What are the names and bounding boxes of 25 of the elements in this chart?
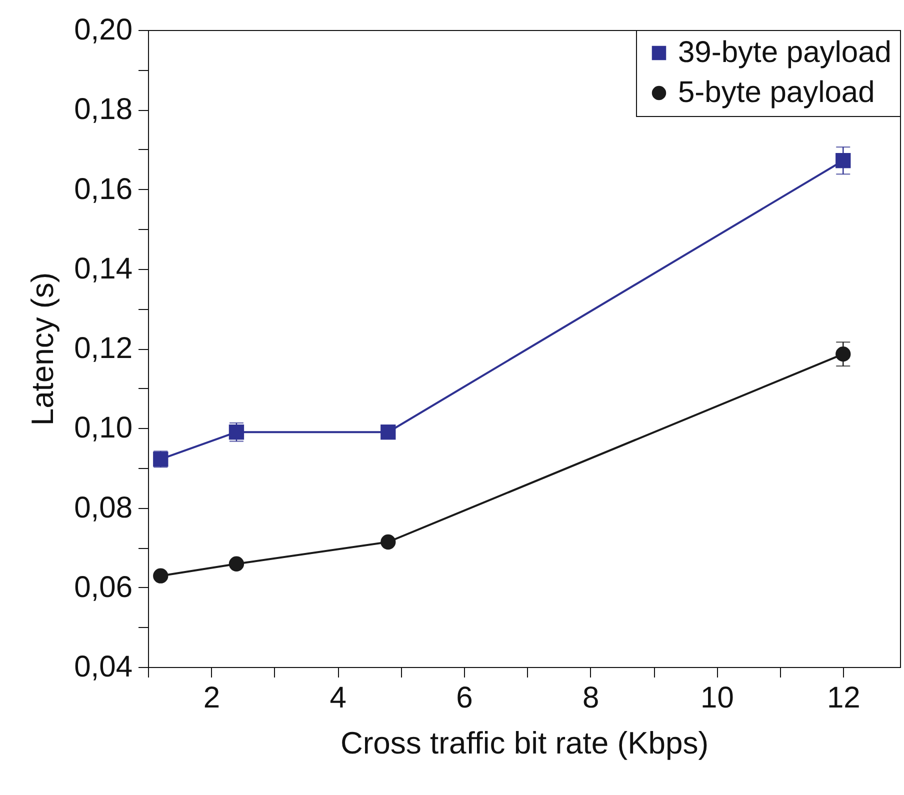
point: [836, 346, 851, 362]
x-tick-label: 12: [826, 682, 860, 714]
y-tick-label: 0,10: [74, 412, 132, 445]
y-tick-label: 0,20: [74, 14, 132, 46]
y-tick-label: 0,12: [74, 332, 132, 365]
point: [228, 556, 244, 572]
y-axis-title: Latency (s): [25, 272, 60, 426]
point: [836, 153, 851, 168]
x-tick-label: 10: [700, 682, 734, 714]
y-tick-label: 0,18: [74, 93, 132, 126]
legend-label: 5-byte payload: [678, 76, 875, 109]
x-tick-label: 2: [203, 682, 220, 714]
y-tick-label: 0,06: [74, 570, 132, 604]
x-tick-label: 8: [582, 682, 600, 714]
x-axis-title: Cross traffic bit rate (Kbps): [340, 726, 709, 760]
x-tick-label: 6: [456, 682, 473, 714]
y-tick-label: 0,04: [74, 650, 132, 684]
y-tick-label: 0,08: [74, 491, 132, 524]
point: [380, 424, 396, 440]
point: [153, 568, 168, 584]
point: [380, 534, 396, 550]
y-tick-label: 0,14: [74, 252, 132, 286]
x-tick-label: 4: [330, 682, 346, 714]
legend-label: 39-byte payload: [678, 36, 892, 69]
y-tick-label: 0,16: [74, 172, 132, 206]
